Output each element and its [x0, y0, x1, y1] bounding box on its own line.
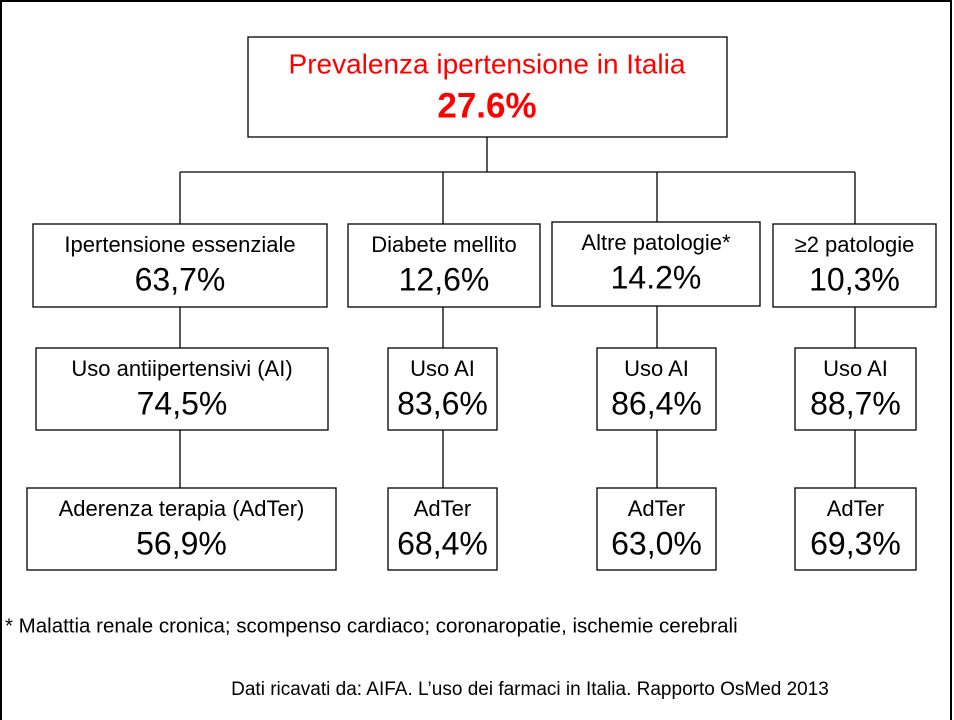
box-value: 88,7% [810, 385, 901, 421]
box-value: 56,9% [136, 525, 227, 561]
box-label: AdTer [414, 496, 471, 521]
footnote: * Malattia renale cronica; scompenso car… [5, 614, 738, 637]
box-label: AdTer [628, 496, 685, 521]
box-value: 68,4% [397, 525, 488, 561]
box-value: 10,3% [809, 261, 900, 297]
header-value: 27.6% [437, 86, 536, 125]
box-label: Altre patologie* [581, 230, 731, 255]
box-label: Uso AI [823, 356, 888, 381]
box [26, 487, 337, 571]
box-value: 74,5% [137, 385, 228, 421]
box [551, 221, 761, 307]
box-label: Uso antiipertensivi (AI) [71, 356, 292, 381]
box-value: 86,4% [611, 385, 702, 421]
box-value: 14.2% [611, 259, 702, 295]
box-value: 69,3% [810, 525, 901, 561]
box-label: Ipertensione essenziale [64, 232, 295, 257]
box [794, 347, 917, 431]
box [347, 223, 541, 308]
source: Dati ricavati da: AIFA. L’uso dei farmac… [231, 679, 829, 700]
box-label: AdTer [827, 496, 884, 521]
box-value: 63,7% [135, 261, 226, 297]
box-label: ≥2 patologie [795, 232, 915, 257]
box-value: 12,6% [399, 261, 490, 297]
box [387, 347, 498, 431]
box-value: 63,0% [611, 525, 702, 561]
box-label: Aderenza terapia (AdTer) [59, 496, 305, 521]
box [387, 487, 498, 571]
box-label: Diabete mellito [371, 232, 517, 257]
box [794, 487, 917, 571]
header-title: Prevalenza ipertensione in Italia [289, 48, 686, 79]
box [772, 223, 937, 308]
box [35, 347, 329, 431]
box-value: 83,6% [397, 385, 488, 421]
box [596, 487, 717, 571]
box-label: Uso AI [410, 356, 475, 381]
box-label: Uso AI [624, 356, 689, 381]
box [596, 347, 717, 431]
